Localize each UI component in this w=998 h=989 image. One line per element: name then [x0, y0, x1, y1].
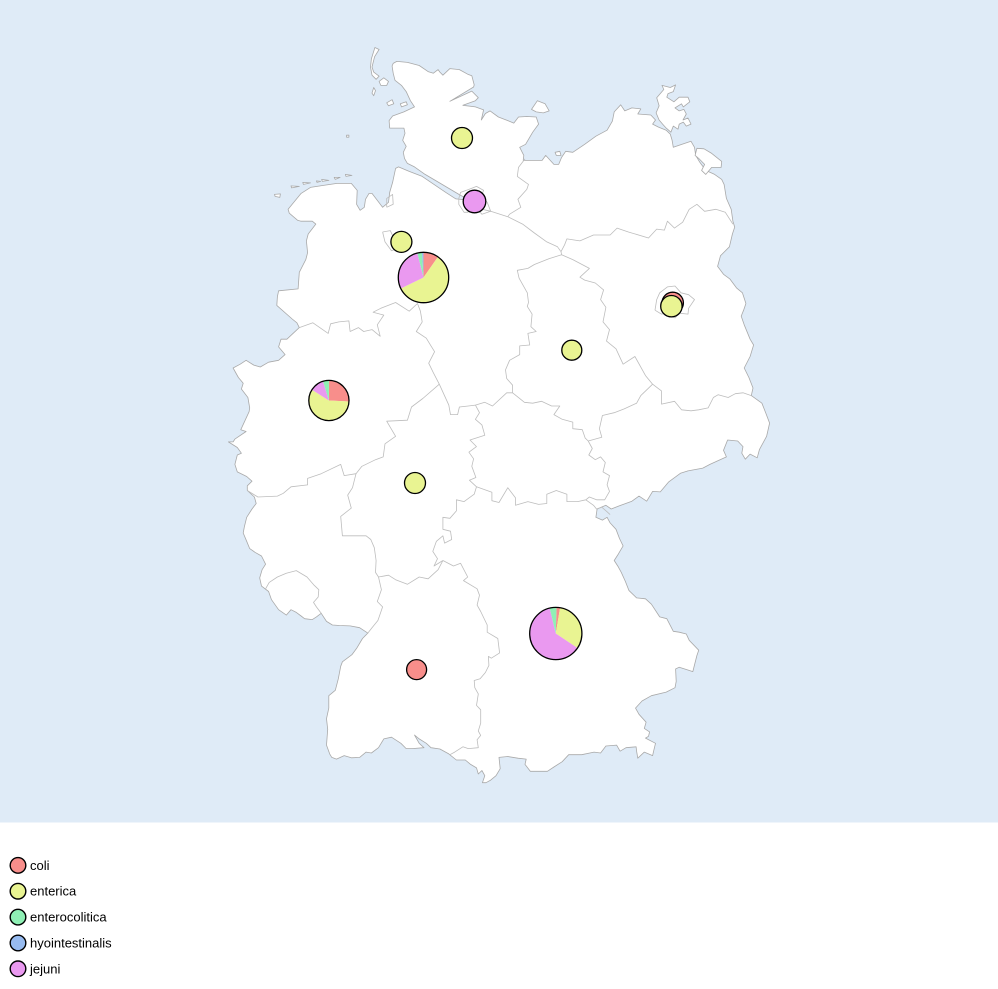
svg-text:coli: coli: [30, 858, 50, 873]
svg-text:jejuni: jejuni: [29, 961, 60, 976]
svg-text:enterica: enterica: [30, 884, 77, 899]
svg-text:enterocolitica: enterocolitica: [30, 910, 107, 925]
svg-text:hyointestinalis: hyointestinalis: [30, 936, 112, 951]
